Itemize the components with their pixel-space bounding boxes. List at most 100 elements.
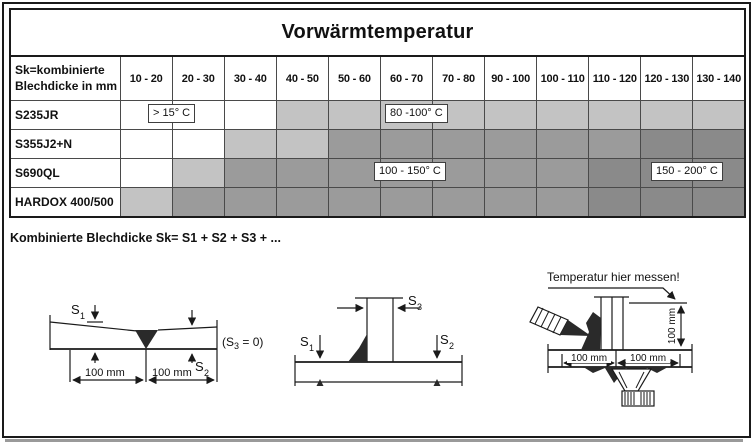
s1-sub: 1 bbox=[80, 311, 85, 321]
weld-fillet bbox=[348, 334, 367, 362]
shade-cell bbox=[171, 158, 225, 188]
shade-cell bbox=[327, 129, 381, 159]
weld-contact-area bbox=[581, 312, 601, 350]
s1-label: S bbox=[71, 302, 80, 317]
dim-100mm-left: 100 mm bbox=[571, 353, 607, 364]
preheat-table: Vorwärmtemperatur Sk=kombinierte Blechdic… bbox=[9, 8, 746, 218]
shade-cell bbox=[327, 187, 381, 217]
shade-cell bbox=[536, 129, 590, 159]
measure-caption: Temperatur hier messen! bbox=[547, 270, 680, 284]
s2-label: S bbox=[440, 332, 449, 347]
header-row: Sk=kombinierte Blechdicke in mm 10 - 20 20… bbox=[9, 55, 746, 101]
steel-grade-label: S690QL bbox=[9, 158, 121, 188]
s1-label: S bbox=[300, 334, 309, 349]
dim-100mm-right: 100 mm bbox=[152, 367, 192, 379]
shade-cell bbox=[379, 129, 434, 159]
shade-cell bbox=[588, 187, 642, 217]
shade-cell bbox=[275, 129, 329, 159]
s1-sub: 1 bbox=[309, 343, 314, 353]
s2-label: S bbox=[195, 359, 204, 374]
shade-cell bbox=[379, 187, 434, 217]
dim-100mm-left: 100 mm bbox=[85, 367, 125, 379]
shade-cell bbox=[536, 158, 590, 188]
s2-sub: 2 bbox=[449, 341, 454, 351]
column-header-110-120: 110 - 120 bbox=[588, 55, 642, 101]
table-title: Vorwärmtemperatur bbox=[9, 8, 746, 57]
shade-cell bbox=[171, 187, 225, 217]
page-border bbox=[2, 2, 751, 438]
shade-cell bbox=[484, 158, 538, 188]
leader-arrow bbox=[548, 287, 676, 300]
shade-cell bbox=[275, 158, 329, 188]
shade-cell bbox=[223, 129, 277, 159]
shade-cell bbox=[588, 100, 642, 130]
column-header-130-140: 130 - 140 bbox=[692, 55, 746, 101]
dim-100mm-right: 100 mm bbox=[630, 353, 666, 364]
shade-cell bbox=[640, 129, 694, 159]
column-header-90-100: 90 - 100 bbox=[484, 55, 538, 101]
shade-cell bbox=[327, 100, 381, 130]
shade-cell bbox=[171, 129, 225, 159]
table-row: S355J2+N bbox=[9, 129, 746, 159]
welding-torch bbox=[610, 368, 655, 407]
dim-100mm-vertical: 100 mm bbox=[667, 308, 678, 344]
shade-cell bbox=[223, 187, 277, 217]
temperature-stick bbox=[529, 306, 591, 336]
shade-cell bbox=[692, 129, 746, 159]
column-header-70-80: 70 - 80 bbox=[432, 55, 486, 101]
shade-cell bbox=[119, 129, 173, 159]
shade-cell bbox=[275, 187, 329, 217]
weld-seam bbox=[135, 330, 158, 349]
column-header-100-110: 100 - 110 bbox=[536, 55, 590, 101]
column-header-40-50: 40 - 50 bbox=[275, 55, 329, 101]
shade-cell bbox=[432, 100, 486, 130]
shade-cell bbox=[119, 158, 173, 188]
temp-annotation-80-100: 80 -100° C bbox=[385, 104, 448, 123]
corner-label-line1: Sk=kombinierte bbox=[15, 62, 105, 77]
butt-joint-diagram: S 1 S 2 (S3 = 0) 100 mm 100 mm bbox=[49, 302, 263, 385]
measurement-diagram: Temperatur hier messen! 100 mm 100 mm 10… bbox=[529, 270, 693, 407]
shade-cell bbox=[640, 100, 694, 130]
shade-cell bbox=[536, 100, 590, 130]
shade-cell bbox=[275, 100, 329, 130]
shade-cell bbox=[484, 187, 538, 217]
shade-cell bbox=[536, 187, 590, 217]
table-row: S235JR bbox=[9, 100, 746, 130]
shade-cell bbox=[588, 129, 642, 159]
scan-artifact bbox=[5, 439, 743, 442]
corner-label: Sk=kombinierte Blechdicke in mm bbox=[9, 55, 121, 101]
column-header-50-60: 50 - 60 bbox=[327, 55, 381, 101]
column-header-30-40: 30 - 40 bbox=[223, 55, 277, 101]
title-row: Vorwärmtemperatur bbox=[9, 8, 746, 57]
shade-cell bbox=[119, 187, 173, 217]
s3-label: S bbox=[408, 293, 417, 308]
shade-cell bbox=[223, 100, 277, 130]
shade-cell bbox=[327, 158, 381, 188]
shade-cell bbox=[692, 100, 746, 130]
steel-grade-label: S355J2+N bbox=[9, 129, 121, 159]
column-header-10-20: 10 - 20 bbox=[119, 55, 173, 101]
steel-grade-label: HARDOX 400/500 bbox=[9, 187, 121, 217]
column-header-120-130: 120 - 130 bbox=[640, 55, 694, 101]
table-row: HARDOX 400/500 bbox=[9, 187, 746, 217]
t-joint-diagram: S 1 S 2 S 3 bbox=[294, 293, 463, 386]
s3-sub: 3 bbox=[417, 302, 422, 312]
temp-annotation-150-200: 150 - 200° C bbox=[651, 162, 723, 181]
column-header-20-30: 20 - 30 bbox=[171, 55, 225, 101]
temp-annotation-gt15: > 15° C bbox=[148, 104, 196, 123]
s2-sub: 2 bbox=[204, 368, 209, 378]
shade-cell bbox=[432, 187, 486, 217]
shade-cell bbox=[640, 187, 694, 217]
shade-cell bbox=[484, 129, 538, 159]
corner-label-line2: Blechdicke in mm bbox=[15, 78, 118, 93]
shade-cell bbox=[692, 187, 746, 217]
shade-cell bbox=[588, 158, 642, 188]
shade-cell bbox=[432, 129, 486, 159]
shade-cell bbox=[223, 158, 277, 188]
temp-annotation-100-150: 100 - 150° C bbox=[374, 162, 446, 181]
formula-text: Kombinierte Blechdicke Sk= S1 + S2 + S3 … bbox=[10, 231, 281, 245]
s3-zero-note: (S3 = 0) bbox=[222, 335, 263, 351]
steel-grade-label: S235JR bbox=[9, 100, 121, 130]
shade-cell bbox=[484, 100, 538, 130]
